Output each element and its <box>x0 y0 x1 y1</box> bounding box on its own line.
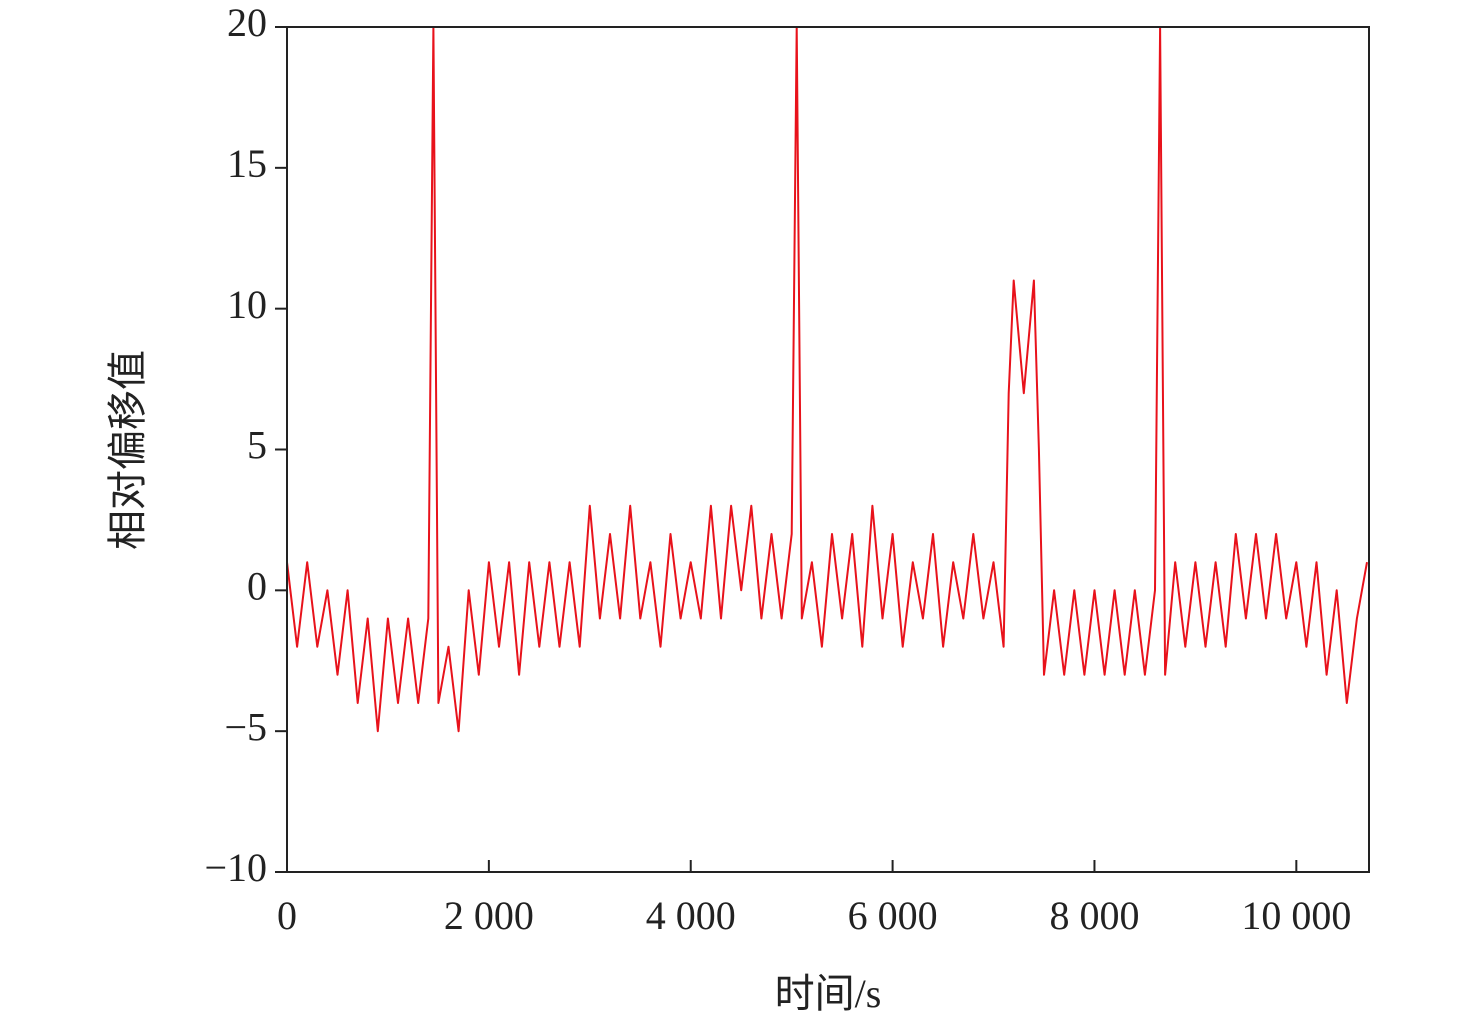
x-tick-label: 2 000 <box>444 893 534 938</box>
x-tick-label: 8 000 <box>1049 893 1139 938</box>
y-tick-label: 5 <box>247 423 267 468</box>
x-axis-label: 时间/s <box>775 971 882 1016</box>
y-tick-label: −5 <box>224 704 267 749</box>
x-tick-label: 4 000 <box>646 893 736 938</box>
y-tick-label: 0 <box>247 564 267 609</box>
x-tick-label: 10 000 <box>1241 893 1351 938</box>
y-tick-label: 15 <box>227 141 267 186</box>
x-tick-label: 0 <box>277 893 297 938</box>
y-tick-label: −10 <box>204 845 267 890</box>
y-axis-label: 相对偏移值 <box>105 350 150 550</box>
data-line <box>286 26 1368 733</box>
y-tick-label: 20 <box>227 0 267 45</box>
x-tick-label: 6 000 <box>848 893 938 938</box>
plot-frame <box>286 26 1370 873</box>
y-tick-label: 10 <box>227 282 267 327</box>
